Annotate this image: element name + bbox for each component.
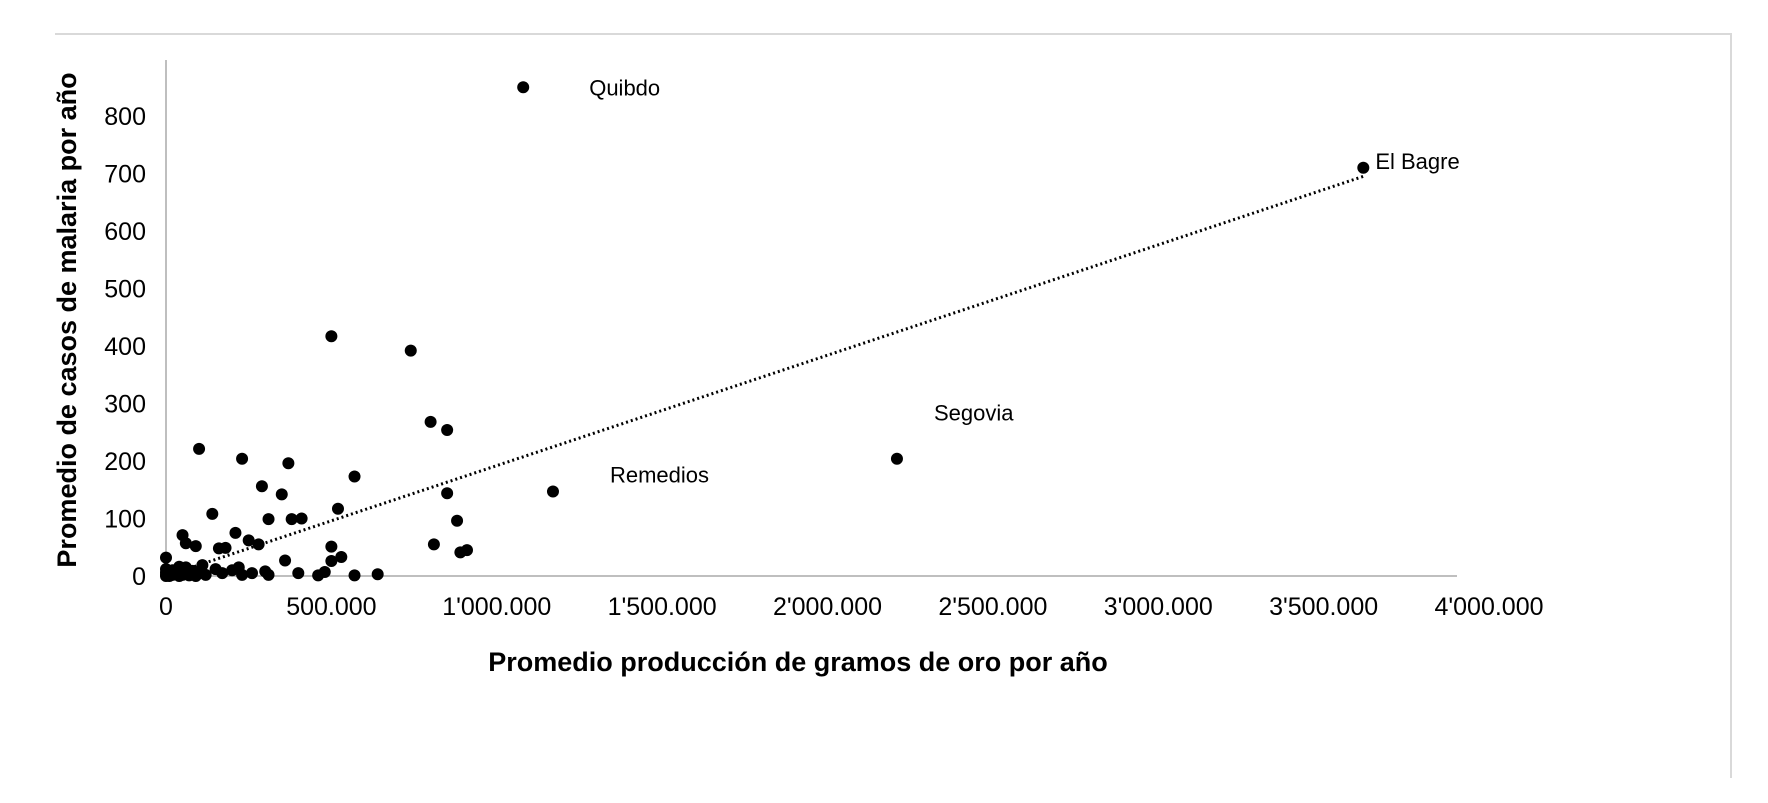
trendline-group: [165, 174, 1364, 578]
data-point: [216, 567, 229, 580]
data-point: [441, 487, 454, 500]
point-annotation: El Bagre: [1375, 149, 1459, 174]
data-point: [325, 555, 338, 568]
data-point: [546, 485, 559, 498]
data-point: [441, 423, 454, 436]
data-point: [451, 514, 464, 527]
annotations: Quibdo El Bagre Segovia Remedios: [589, 75, 1459, 487]
data-point: [252, 538, 265, 551]
y-tick-label: 300: [104, 391, 146, 419]
data-points: [160, 81, 1370, 582]
data-point: [189, 570, 202, 582]
x-tick-label: 2'500.000: [938, 593, 1047, 621]
data-point: [295, 512, 308, 525]
data-point: [335, 551, 348, 564]
x-tick-label: 4'000.000: [1434, 593, 1543, 621]
x-tick-label: 0: [159, 593, 173, 621]
data-point: [199, 568, 212, 581]
x-tick-label: 2'000.000: [773, 593, 882, 621]
data-point: [236, 568, 249, 581]
data-point: [173, 570, 186, 582]
data-point: [236, 452, 249, 465]
data-point: [348, 569, 361, 582]
axes: [165, 60, 1457, 577]
data-point: [179, 537, 192, 550]
data-point: [226, 564, 239, 577]
x-tick-labels: 0 500.000 1'000.000 1'500.000 2'000.000 2'500…: [159, 593, 1543, 621]
x-axis-title: Promedio producción de gramos de oro por…: [488, 647, 1108, 677]
data-point: [219, 541, 232, 554]
data-point: [229, 526, 242, 539]
data-point: [282, 457, 295, 470]
y-tick-label: 700: [104, 161, 146, 189]
data-point: [890, 452, 903, 465]
y-tick-labels: 0 100 200 300 400 500 600 700 800: [104, 103, 146, 591]
point-annotation: Remedios: [610, 462, 709, 487]
data-point: [242, 534, 255, 547]
data-point: [331, 502, 344, 515]
data-point: [325, 540, 338, 553]
data-point: [255, 480, 268, 493]
data-point: [312, 569, 325, 582]
data-point: [424, 415, 437, 428]
data-point: [454, 546, 467, 559]
chart-frame: [55, 33, 1732, 778]
data-point: [279, 554, 292, 567]
data-point: [285, 513, 298, 526]
data-point: [206, 507, 219, 520]
data-point: [1357, 161, 1370, 174]
y-tick-label: 800: [104, 103, 146, 131]
y-tick-label: 0: [132, 563, 146, 591]
data-point: [371, 568, 384, 581]
point-annotation: Segovia: [934, 401, 1014, 426]
data-point: [275, 488, 288, 501]
x-tick-label: 1'000.000: [442, 593, 551, 621]
data-point: [427, 538, 440, 551]
data-point: [517, 81, 530, 94]
data-point: [193, 442, 206, 455]
x-tick-label: 500.000: [286, 593, 376, 621]
y-axis-title: Promedio de casos de malaria por año: [52, 72, 82, 567]
trendline: [165, 174, 1364, 578]
data-point: [189, 540, 202, 553]
y-tick-label: 500: [104, 276, 146, 304]
data-point: [262, 568, 275, 581]
data-point: [292, 567, 305, 580]
data-point: [325, 330, 338, 343]
y-tick-label: 600: [104, 218, 146, 246]
x-tick-label: 3'500.000: [1269, 593, 1378, 621]
data-point: [245, 567, 258, 580]
data-point: [404, 344, 417, 357]
data-point: [348, 470, 361, 483]
y-tick-label: 400: [104, 333, 146, 361]
data-point: [262, 513, 275, 526]
point-annotation: Quibdo: [589, 75, 660, 100]
y-tick-label: 200: [104, 448, 146, 476]
x-tick-label: 1'500.000: [608, 593, 717, 621]
data-point: [160, 551, 172, 564]
x-tick-label: 3'000.000: [1104, 593, 1213, 621]
data-point: [163, 570, 176, 582]
y-tick-label: 100: [104, 506, 146, 534]
